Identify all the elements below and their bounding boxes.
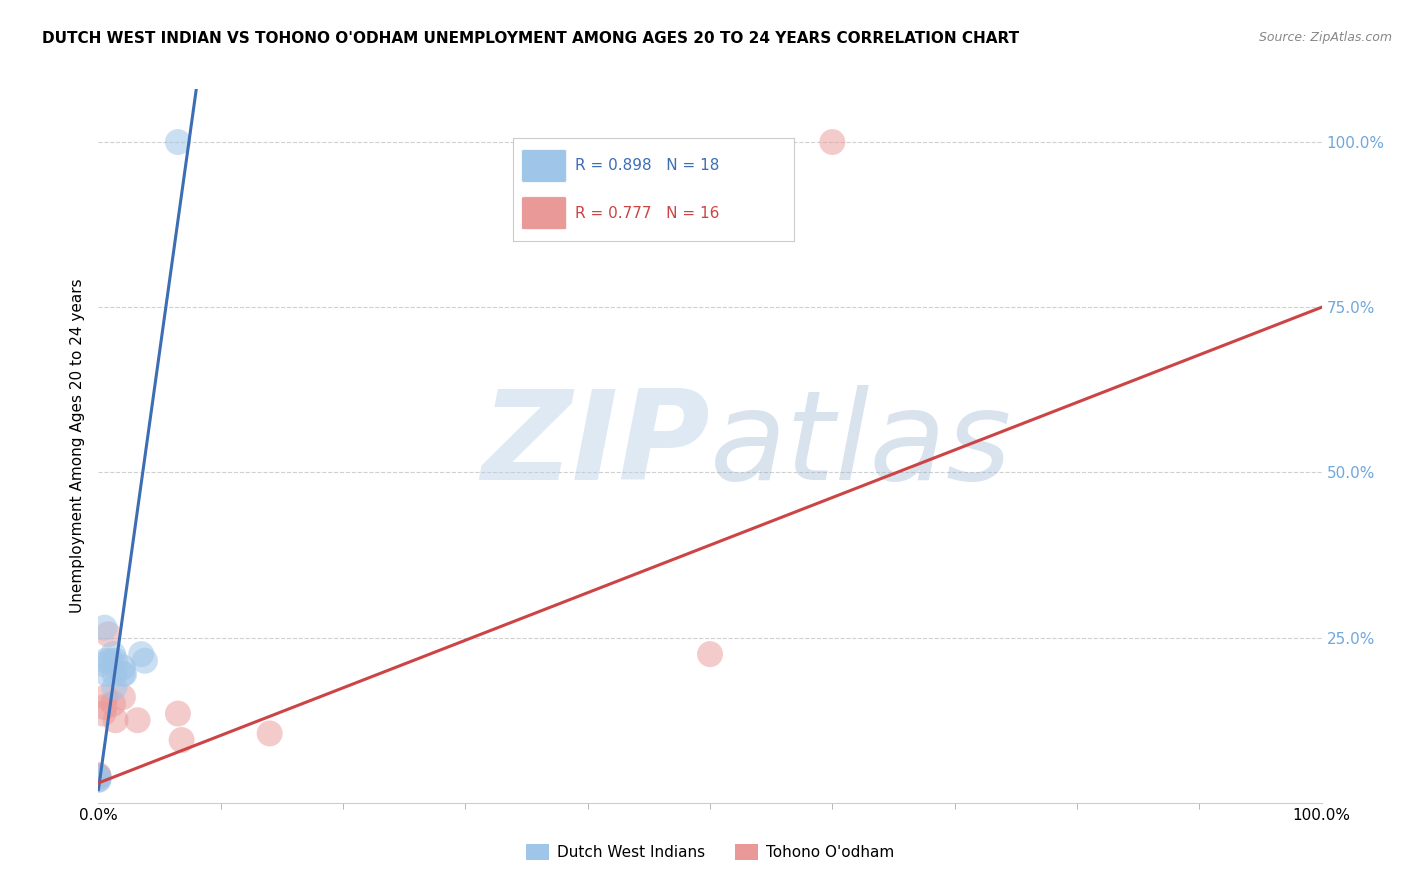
Point <box>93 621 115 635</box>
Point <box>100 654 122 668</box>
Point <box>167 135 190 149</box>
Point <box>87 769 110 783</box>
Point <box>87 771 110 785</box>
Text: atlas: atlas <box>710 385 1012 507</box>
Point <box>87 772 110 787</box>
Text: Source: ZipAtlas.com: Source: ZipAtlas.com <box>1258 31 1392 45</box>
Text: ZIP: ZIP <box>481 385 710 507</box>
Point <box>167 706 190 721</box>
Point <box>101 647 124 661</box>
Point <box>96 667 118 681</box>
Point <box>103 680 125 694</box>
Point <box>111 690 134 704</box>
Y-axis label: Unemployment Among Ages 20 to 24 years: Unemployment Among Ages 20 to 24 years <box>70 278 86 614</box>
Point <box>101 697 124 711</box>
Point <box>127 713 149 727</box>
Text: R = 0.777   N = 16: R = 0.777 N = 16 <box>575 206 720 220</box>
Point <box>87 772 110 787</box>
Point <box>91 657 114 671</box>
Point <box>134 654 156 668</box>
Point <box>104 654 127 668</box>
Point <box>91 706 114 721</box>
Point <box>103 667 125 681</box>
Point <box>111 667 134 681</box>
Point <box>111 660 134 674</box>
Point <box>94 654 117 668</box>
Point <box>821 135 844 149</box>
Text: DUTCH WEST INDIAN VS TOHONO O'ODHAM UNEMPLOYMENT AMONG AGES 20 TO 24 YEARS CORRE: DUTCH WEST INDIAN VS TOHONO O'ODHAM UNEM… <box>42 31 1019 46</box>
Point <box>94 690 117 704</box>
Point <box>87 769 110 783</box>
Text: R = 0.898   N = 18: R = 0.898 N = 18 <box>575 159 720 173</box>
Point <box>259 726 281 740</box>
Point <box>104 713 127 727</box>
FancyBboxPatch shape <box>522 197 567 229</box>
Point <box>170 733 193 747</box>
Point <box>97 627 120 641</box>
Point <box>93 700 115 714</box>
Point <box>112 667 135 681</box>
Point <box>699 647 721 661</box>
Point <box>129 647 152 661</box>
Point <box>87 768 110 782</box>
FancyBboxPatch shape <box>522 150 567 182</box>
Legend: Dutch West Indians, Tohono O'odham: Dutch West Indians, Tohono O'odham <box>520 838 900 866</box>
